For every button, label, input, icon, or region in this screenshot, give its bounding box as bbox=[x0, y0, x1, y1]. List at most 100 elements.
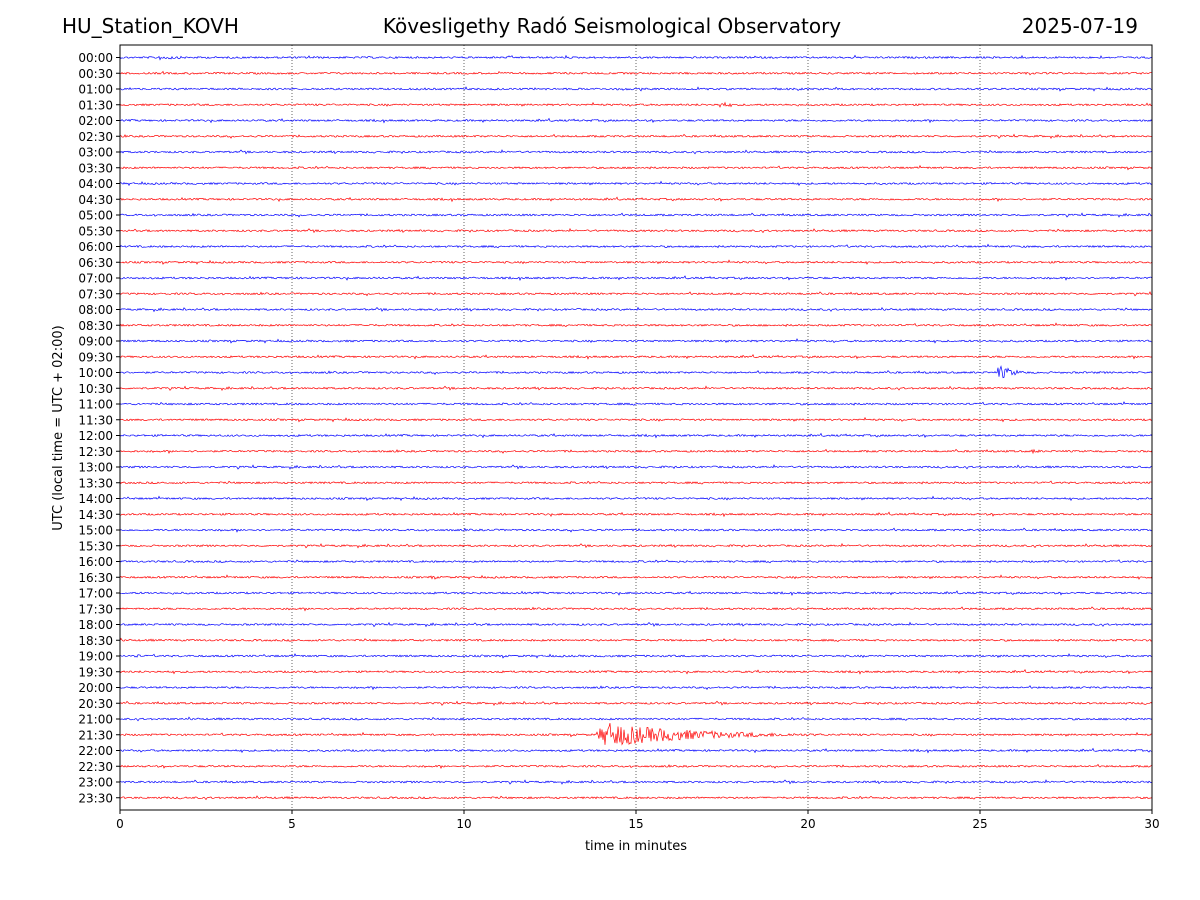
trace-1830 bbox=[119, 637, 1153, 643]
trace-0900 bbox=[119, 338, 1153, 344]
x-axis-label: time in minutes bbox=[585, 839, 687, 854]
trace-0000 bbox=[119, 54, 1153, 61]
row-label: 23:00 bbox=[78, 776, 113, 790]
row-label: 00:30 bbox=[78, 67, 113, 81]
trace-2200 bbox=[119, 747, 1153, 754]
station-name: HU_Station_KOVH bbox=[62, 14, 239, 38]
row-label: 02:00 bbox=[78, 114, 113, 128]
trace-0630 bbox=[119, 259, 1153, 265]
row-label: 19:00 bbox=[78, 650, 113, 664]
x-tick-label: 10 bbox=[456, 817, 471, 831]
row-label: 19:30 bbox=[78, 665, 113, 679]
trace-1800 bbox=[119, 621, 1153, 628]
row-label: 10:30 bbox=[78, 382, 113, 396]
row-label: 06:30 bbox=[78, 256, 113, 270]
plot-frame bbox=[119, 44, 1153, 811]
trace-group bbox=[119, 54, 1153, 801]
trace-0330 bbox=[119, 164, 1153, 171]
trace-2130 bbox=[119, 723, 1153, 746]
trace-0030 bbox=[119, 70, 1153, 76]
row-label: 20:30 bbox=[78, 697, 113, 711]
y-axis-label: UTC (local time = UTC + 02:00) bbox=[51, 325, 66, 530]
x-tick-label: 0 bbox=[116, 817, 124, 831]
x-tick-group: 0 5 10 15 20 25 30 bbox=[116, 810, 1160, 831]
row-label: 05:00 bbox=[78, 209, 113, 223]
trace-1530 bbox=[119, 542, 1153, 549]
row-label: 17:00 bbox=[78, 587, 113, 601]
row-label: 03:30 bbox=[78, 161, 113, 175]
trace-1600 bbox=[119, 559, 1153, 564]
row-label: 07:00 bbox=[78, 272, 113, 286]
row-label: 02:30 bbox=[78, 130, 113, 144]
trace-1730 bbox=[119, 606, 1153, 612]
row-label: 15:00 bbox=[78, 524, 113, 538]
row-label: 06:00 bbox=[78, 240, 113, 254]
observatory-title: Kövesligethy Radó Seismological Observat… bbox=[382, 14, 842, 38]
trace-1630 bbox=[119, 574, 1153, 580]
trace-0930 bbox=[119, 354, 1153, 360]
row-label: 04:00 bbox=[78, 177, 113, 191]
trace-1000 bbox=[119, 365, 1153, 379]
row-label: 23:30 bbox=[78, 791, 113, 805]
row-label: 08:00 bbox=[78, 303, 113, 317]
row-label: 01:00 bbox=[78, 83, 113, 97]
x-tick-label: 5 bbox=[288, 817, 296, 831]
row-label: 07:30 bbox=[78, 287, 113, 301]
row-label: 16:00 bbox=[78, 555, 113, 569]
trace-0130 bbox=[119, 101, 1153, 108]
trace-1130 bbox=[119, 416, 1153, 423]
row-label: 01:30 bbox=[78, 98, 113, 112]
row-label: 13:00 bbox=[78, 461, 113, 475]
trace-0430 bbox=[119, 196, 1153, 203]
date-label: 2025-07-19 bbox=[1021, 14, 1138, 38]
row-label: 13:30 bbox=[78, 476, 113, 490]
row-label: 04:30 bbox=[78, 193, 113, 207]
trace-0600 bbox=[119, 243, 1153, 249]
trace-0230 bbox=[119, 133, 1153, 140]
vertical-grid bbox=[291, 45, 981, 810]
row-label: 10:00 bbox=[78, 366, 113, 380]
row-label: 00:00 bbox=[78, 51, 113, 65]
trace-0530 bbox=[119, 227, 1153, 234]
row-label: 17:30 bbox=[78, 602, 113, 616]
trace-0200 bbox=[119, 117, 1153, 124]
x-tick-label: 25 bbox=[972, 817, 987, 831]
row-label: 18:00 bbox=[78, 618, 113, 632]
trace-0800 bbox=[119, 306, 1153, 313]
trace-1500 bbox=[119, 527, 1153, 533]
trace-1900 bbox=[119, 653, 1153, 659]
trace-1400 bbox=[119, 495, 1153, 502]
trace-1300 bbox=[119, 464, 1153, 470]
row-label: 20:00 bbox=[78, 681, 113, 695]
trace-2300 bbox=[119, 779, 1153, 785]
trace-0500 bbox=[119, 212, 1153, 218]
trace-0300 bbox=[119, 149, 1153, 155]
trace-0730 bbox=[119, 291, 1153, 297]
row-label: 15:30 bbox=[78, 539, 113, 553]
trace-0400 bbox=[119, 180, 1153, 187]
x-tick-label: 20 bbox=[800, 817, 815, 831]
trace-1030 bbox=[119, 385, 1153, 392]
row-label: 12:00 bbox=[78, 429, 113, 443]
trace-0830 bbox=[119, 322, 1153, 328]
row-label: 14:00 bbox=[78, 492, 113, 506]
trace-1230 bbox=[119, 448, 1153, 455]
row-label: 09:30 bbox=[78, 350, 113, 364]
x-tick-label: 30 bbox=[1144, 817, 1159, 831]
trace-2230 bbox=[119, 763, 1153, 769]
row-label: 14:30 bbox=[78, 508, 113, 522]
row-label: 22:30 bbox=[78, 760, 113, 774]
row-label: 09:00 bbox=[78, 335, 113, 349]
x-tick-label: 15 bbox=[628, 817, 643, 831]
row-label: 11:30 bbox=[78, 413, 113, 427]
trace-1200 bbox=[119, 432, 1153, 439]
trace-2100 bbox=[119, 716, 1153, 722]
row-label: 11:00 bbox=[78, 398, 113, 412]
row-label: 18:30 bbox=[78, 634, 113, 648]
trace-1100 bbox=[119, 401, 1153, 406]
trace-0100 bbox=[119, 86, 1153, 92]
trace-2330 bbox=[119, 795, 1153, 801]
row-label: 22:00 bbox=[78, 744, 113, 758]
